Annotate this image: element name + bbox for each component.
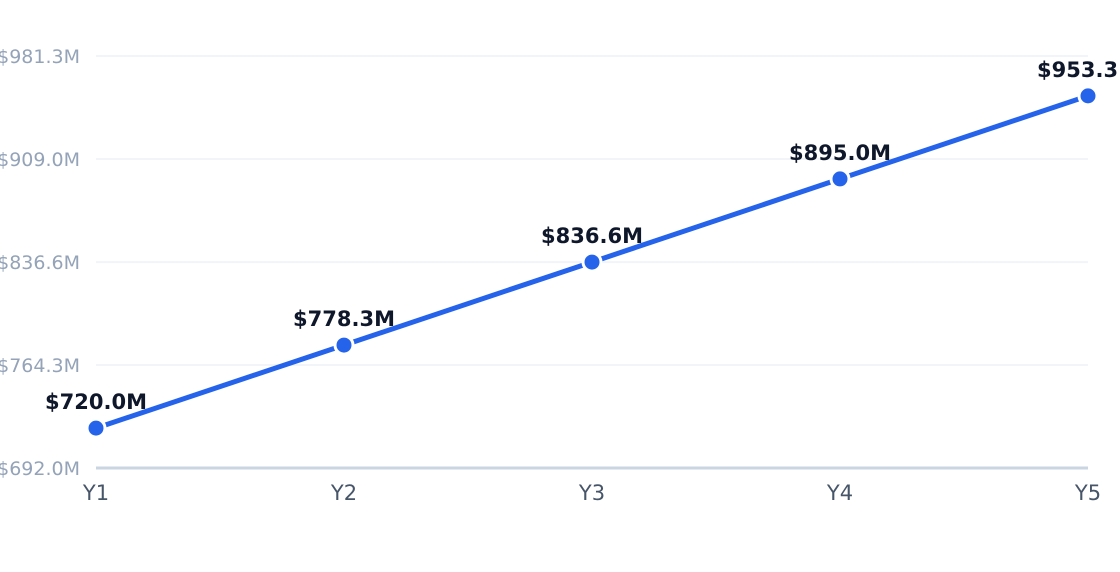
data-label: $953.3M: [1037, 58, 1120, 82]
data-point: [829, 168, 851, 190]
y-tick-label: $981.3M: [0, 46, 80, 68]
x-tick-label: Y4: [826, 481, 853, 505]
x-tick-label: Y5: [1074, 481, 1101, 505]
y-tick-label: $836.6M: [0, 252, 80, 274]
data-label: $836.6M: [541, 224, 643, 248]
x-axis-ticks: Y1 Y2 Y3 Y4 Y5: [82, 481, 1101, 505]
x-tick-label: Y1: [82, 481, 109, 505]
data-point: [1077, 85, 1099, 107]
gridlines: [96, 55, 1088, 367]
y-tick-label: $692.0M: [0, 458, 80, 480]
x-tick-label: Y2: [330, 481, 357, 505]
data-point: [333, 334, 355, 356]
y-tick-label: $764.3M: [0, 355, 80, 377]
x-tick-label: Y3: [578, 481, 605, 505]
series-layer: [85, 85, 1099, 439]
data-label: $720.0M: [45, 390, 147, 414]
y-tick-label: $909.0M: [0, 149, 80, 171]
data-point: [85, 417, 107, 439]
y-axis-ticks: $692.0M $764.3M $836.6M $909.0M $981.3M: [0, 46, 80, 480]
data-labels: $720.0M $778.3M $836.6M $895.0M $953.3M: [45, 58, 1120, 414]
data-label: $778.3M: [293, 307, 395, 331]
data-label: $895.0M: [789, 141, 891, 165]
data-point: [581, 251, 603, 273]
